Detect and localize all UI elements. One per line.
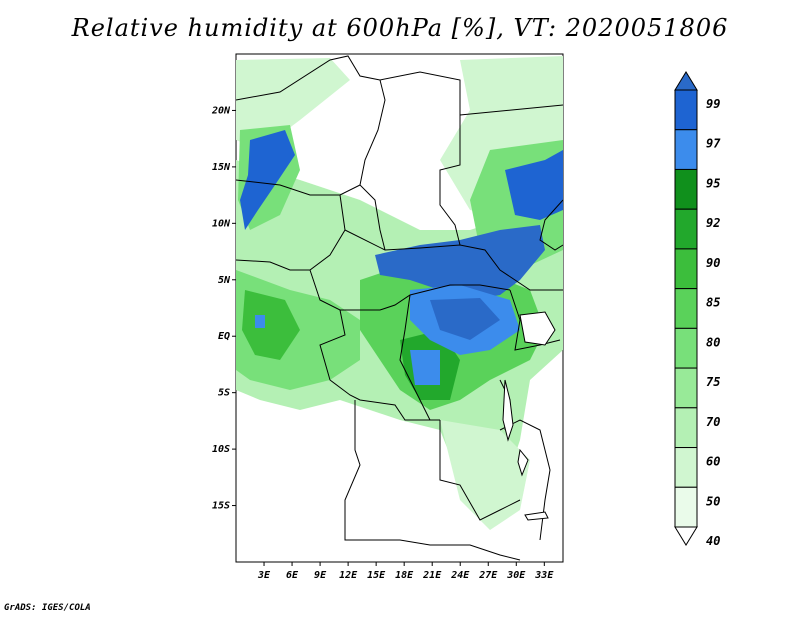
lat-tick-label: 15S — [212, 501, 230, 512]
humidity-fields — [236, 56, 563, 530]
colorbar-label: 60 — [706, 455, 720, 469]
colorbar-label: 90 — [706, 256, 720, 270]
field-blue-east-congo-core — [430, 298, 500, 340]
colorbar-swatch — [674, 447, 698, 488]
lon-tick-label: 6E — [286, 570, 299, 581]
colorbar-label: 92 — [706, 216, 720, 230]
lon-tick-label: 9E — [314, 570, 327, 581]
colorbar-swatch — [674, 89, 698, 131]
field-light-north — [236, 58, 350, 150]
lat-tick-label: 10N — [212, 218, 231, 229]
lon-tick-label: 21E — [422, 570, 442, 581]
colorbar-label: 50 — [706, 494, 720, 508]
lakes — [502, 311, 556, 521]
lat-tick-label: 5S — [218, 388, 230, 399]
lon-tick-label: 24E — [450, 570, 470, 581]
field-dark-west — [242, 290, 300, 360]
lon-tick-label: 18E — [395, 570, 414, 581]
map-axes: 3E 6E 9E 12E 15E 18E 21E 24E 27E 30E 33E 20N 15N 10N 5… — [211, 105, 554, 581]
colorbar-swatch — [674, 486, 698, 528]
lon-tick-label: 12E — [339, 570, 358, 581]
colorbar: 99 97 95 92 90 85 80 75 70 60 50 40 — [674, 71, 721, 548]
colorbar-label: 75 — [706, 375, 720, 389]
colorbar-label: 95 — [706, 176, 720, 190]
colorbar-swatch — [674, 407, 698, 449]
lon-tick-label: 30E — [506, 570, 526, 581]
country-borders — [235, 55, 564, 561]
field-blue-central — [375, 225, 545, 300]
lat-tick-label: 10S — [212, 444, 230, 455]
colorbar-swatch — [674, 248, 698, 290]
field-blue-ne — [505, 150, 563, 220]
lat-tick-label: 20N — [211, 105, 231, 116]
colorbar-swatch — [674, 288, 698, 329]
colorbar-label: 40 — [706, 534, 720, 548]
colorbar-swatch — [674, 367, 698, 409]
field-blue-nw — [240, 130, 295, 230]
field-blue-west-spot — [255, 315, 265, 328]
colorbar-label: 97 — [706, 137, 721, 151]
credit-label: GrADS: IGES/COLA — [4, 603, 91, 613]
lon-tick-label: 33E — [534, 570, 554, 581]
colorbar-label: 99 — [706, 97, 720, 111]
colorbar-label: 80 — [706, 335, 720, 349]
lon-tick-label: 15E — [367, 570, 386, 581]
field-light-south — [440, 420, 530, 530]
colorbar-swatch — [674, 208, 698, 250]
colorbar-swatch — [674, 129, 698, 170]
colorbar-label: 70 — [706, 415, 720, 429]
colorbar-label: 85 — [706, 296, 720, 310]
colorbar-bottom-arrow — [674, 526, 698, 546]
colorbar-swatch — [674, 327, 698, 369]
lat-tick-label: 15N — [212, 162, 231, 173]
lon-tick-label: 27E — [478, 570, 498, 581]
colorbar-swatch — [674, 168, 698, 210]
lon-tick-label: 3E — [257, 570, 271, 581]
lat-tick-label: 5N — [218, 275, 231, 286]
field-blue-south — [410, 350, 440, 385]
lat-tick-label: EQ — [218, 331, 230, 342]
colorbar-top-arrow — [674, 71, 698, 91]
map-title: Relative humidity at 600hPa [%], VT: 202… — [71, 14, 729, 42]
